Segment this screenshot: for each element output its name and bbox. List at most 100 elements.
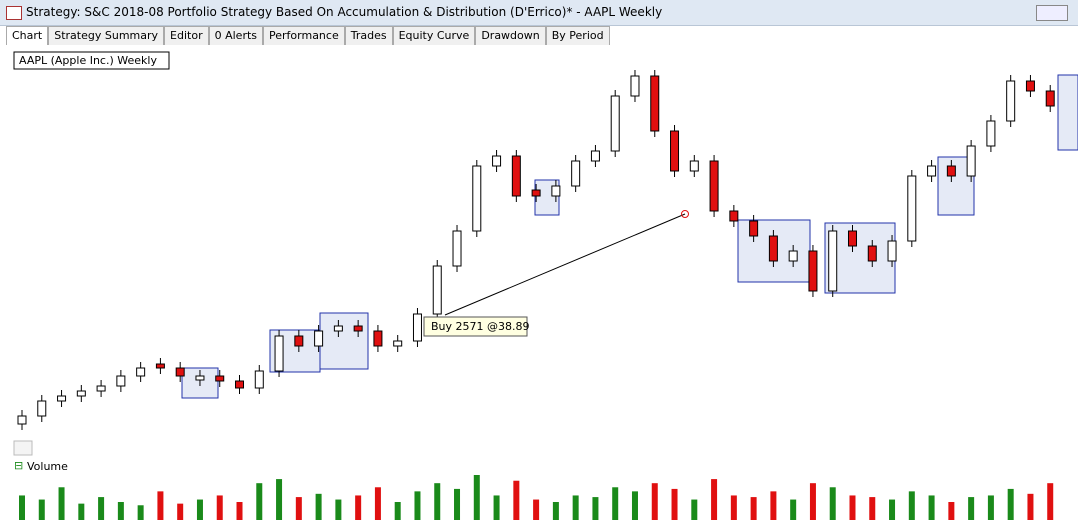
- candle-body: [235, 380, 245, 389]
- volume-bar: [987, 495, 994, 520]
- volume-bar: [434, 483, 441, 520]
- candle-body: [353, 325, 363, 332]
- tooltip-text: Buy 2571 @38.89: [431, 320, 530, 333]
- candle-body: [492, 155, 502, 167]
- scroll-button[interactable]: [13, 440, 33, 456]
- volume-bar: [315, 493, 322, 520]
- candle-body: [373, 330, 383, 347]
- chart-label-box: [13, 51, 170, 70]
- candle-body: [689, 160, 699, 172]
- candle-body: [788, 250, 798, 262]
- volume-bar: [157, 491, 164, 520]
- candle-body: [927, 165, 937, 177]
- volume-bar: [908, 491, 915, 520]
- candle-body: [432, 265, 442, 315]
- tab[interactable]: Chart: [6, 26, 49, 45]
- candle-body: [333, 325, 343, 332]
- chart: AAPL (Apple Inc.) Weekly Buy 2571 @38.89…: [10, 45, 1078, 520]
- volume-bar: [790, 499, 797, 520]
- volume-bar: [1007, 488, 1014, 520]
- candle-body: [709, 160, 719, 212]
- volume-bar: [196, 499, 203, 520]
- app-icon: [6, 6, 22, 20]
- candle-body: [57, 395, 67, 402]
- signal-box: [1057, 74, 1078, 151]
- volume-bar: [869, 497, 876, 520]
- volume-bar: [533, 499, 540, 520]
- candle-body: [1006, 80, 1016, 122]
- candle-body: [808, 250, 818, 292]
- chart-area: [10, 45, 1078, 520]
- candle-body: [393, 340, 403, 347]
- tab[interactable]: Trades: [344, 26, 393, 45]
- candle-body: [551, 185, 561, 197]
- candle-body: [116, 375, 126, 387]
- window-button[interactable]: [1036, 5, 1068, 21]
- volume-bar: [1027, 493, 1034, 520]
- candle-body: [136, 367, 146, 377]
- title-bar: Strategy: S&C 2018-08 Portfolio Strategy…: [0, 0, 1078, 26]
- volume-bar: [513, 480, 520, 520]
- signal-box: [319, 312, 369, 370]
- tab[interactable]: 0 Alerts: [208, 26, 264, 45]
- tab-bar: Chart Strategy Summary Editor 0 Alerts Perfo…: [6, 26, 610, 45]
- tab[interactable]: Performance: [263, 26, 345, 45]
- candle-body: [511, 155, 521, 197]
- volume-bar: [572, 495, 579, 520]
- volume-bars: [19, 475, 1054, 520]
- volume-bar: [631, 491, 638, 520]
- candle-body: [76, 390, 86, 397]
- candle-body: [452, 230, 462, 267]
- volume-bar: [473, 475, 480, 520]
- candle-body: [37, 400, 47, 417]
- candle-body: [17, 415, 27, 425]
- volume-bar: [295, 497, 302, 520]
- volume-bar: [276, 479, 283, 520]
- volume-bar: [948, 502, 955, 520]
- candle-body: [195, 375, 205, 381]
- volume-bar: [849, 495, 856, 520]
- tab[interactable]: By Period: [545, 26, 610, 45]
- tooltip: [423, 316, 528, 337]
- volume-bar: [711, 479, 718, 520]
- volume-bar: [928, 495, 935, 520]
- candle-body: [966, 145, 976, 177]
- volume-bar: [117, 502, 124, 520]
- candle-body: [768, 235, 778, 262]
- candle-body: [590, 150, 600, 162]
- tab[interactable]: Strategy Summary: [48, 26, 165, 45]
- candle-body: [1045, 90, 1055, 107]
- candle-body: [531, 189, 541, 197]
- volume-bar: [889, 499, 896, 520]
- volume-bar: [1047, 483, 1054, 520]
- volume-bar: [374, 487, 381, 520]
- exit-marker: [681, 210, 689, 218]
- window-title: Strategy: S&C 2018-08 Portfolio Strategy…: [26, 5, 663, 19]
- candle-body: [571, 160, 581, 187]
- tab[interactable]: Editor: [164, 26, 209, 45]
- volume-toggle[interactable]: ⊟: [14, 459, 23, 472]
- volume-bar: [98, 497, 105, 520]
- candle-body: [314, 330, 324, 347]
- volume-bar: [592, 497, 599, 520]
- volume-bar: [612, 487, 619, 520]
- volume-bar: [58, 487, 65, 520]
- volume-bar: [493, 495, 500, 520]
- tab[interactable]: Drawdown: [475, 26, 546, 45]
- volume-title: Volume: [27, 460, 68, 473]
- candle-body: [96, 385, 106, 392]
- volume-bar: [38, 499, 45, 520]
- volume-bar: [770, 491, 777, 520]
- candle-body: [946, 165, 956, 177]
- trade-line: [444, 213, 686, 316]
- volume-bar: [177, 503, 184, 520]
- candle-body: [749, 220, 759, 237]
- candle-body: [828, 230, 838, 292]
- volume-bar: [829, 487, 836, 520]
- candle-body: [650, 75, 660, 132]
- volume-bar: [809, 483, 816, 520]
- tab[interactable]: Equity Curve: [392, 26, 476, 45]
- volume-bar: [730, 495, 737, 520]
- volume-bar: [394, 502, 401, 520]
